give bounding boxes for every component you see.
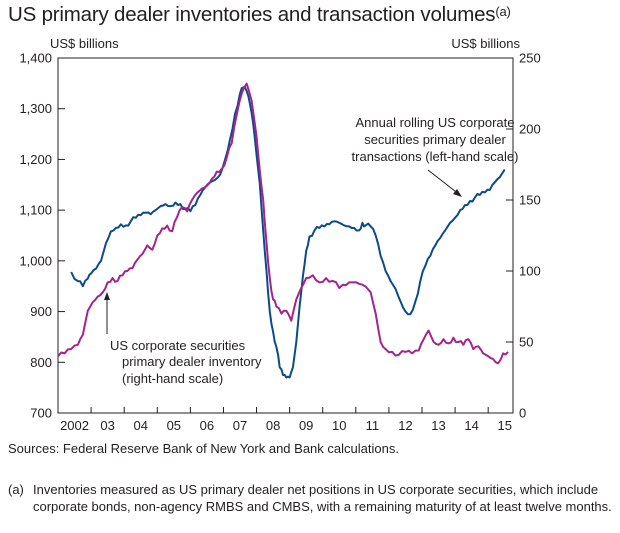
x-axis-tick-label: 14 bbox=[464, 418, 478, 433]
x-axis-tick-label: 15 bbox=[497, 418, 511, 433]
left-axis-tick-label: 900 bbox=[30, 304, 52, 319]
right-axis-tick-label: 100 bbox=[519, 264, 541, 279]
annotation-transactions: Annual rolling US corporate securities p… bbox=[352, 115, 519, 197]
left-axis-tick-label: 1,300 bbox=[19, 101, 52, 116]
annotation-inventory-line-2: primary dealer inventory bbox=[122, 354, 262, 369]
footnote-text: Inventories measured as US primary deale… bbox=[33, 482, 612, 514]
annotation-transactions-arrow bbox=[427, 169, 461, 196]
annotation-transactions-arrowhead bbox=[453, 189, 462, 197]
annotation-inventory-line-3: (right-hand scale) bbox=[122, 371, 223, 386]
x-axis-tick-label: 10 bbox=[332, 418, 346, 433]
series-transactions-line bbox=[70, 86, 506, 379]
x-axis-tick-label: 09 bbox=[299, 418, 313, 433]
left-axis-unit-label: US$ billions bbox=[50, 36, 119, 51]
left-axis-tick-label: 800 bbox=[30, 355, 52, 370]
x-axis-tick-label: 12 bbox=[398, 418, 412, 433]
x-axis-tick-label: 03 bbox=[100, 418, 114, 433]
annotation-inventory: US corporate securities primary dealer i… bbox=[104, 292, 262, 386]
annotation-inventory-line-1: US corporate securities bbox=[110, 338, 246, 353]
series-inventory-line bbox=[57, 82, 509, 365]
right-axis-unit-label: US$ billions bbox=[451, 36, 520, 51]
chart-title: US primary dealer inventories and transa… bbox=[8, 3, 511, 27]
title-footnote-mark: (a) bbox=[495, 4, 511, 19]
sources-note: Sources: Federal Reserve Bank of New Yor… bbox=[8, 441, 399, 456]
annotation-transactions-line-1: Annual rolling US corporate bbox=[356, 115, 515, 130]
annotation-transactions-line-3: transactions (left-hand scale) bbox=[352, 149, 519, 164]
x-axis-tick-label: 07 bbox=[233, 418, 247, 433]
right-axis-tick-label: 250 bbox=[519, 51, 541, 66]
footnote: (a) Inventories measured as US primary d… bbox=[8, 481, 612, 515]
left-axis-tick-label: 700 bbox=[30, 406, 52, 421]
right-axis-tick-label: 200 bbox=[519, 122, 541, 137]
x-axis-tick-label: 08 bbox=[266, 418, 280, 433]
annotation-transactions-line-2: securities primary dealer bbox=[364, 132, 506, 147]
left-axis-tick-label: 1,000 bbox=[19, 253, 52, 268]
x-axis-tick-label: 11 bbox=[366, 418, 380, 433]
footnote-mark: (a) bbox=[8, 482, 24, 497]
right-axis-tick-label: 150 bbox=[519, 193, 541, 208]
right-axis-tick-label: 0 bbox=[519, 406, 526, 421]
plot-frame bbox=[57, 57, 514, 414]
x-axis-tick-label: 13 bbox=[431, 418, 445, 433]
left-axis-tick-label: 1,400 bbox=[19, 51, 52, 66]
left-axis-tick-label: 1,200 bbox=[19, 152, 52, 167]
series-layer bbox=[57, 82, 509, 379]
x-axis-tick-label: 06 bbox=[200, 418, 214, 433]
right-axis-tick-label: 50 bbox=[519, 335, 533, 350]
x-axis-tick-labels: 2002 03 04 05 06 07 08 09 10 11 12 13 14 15 bbox=[60, 418, 512, 433]
left-axis-tick-label: 1,100 bbox=[19, 203, 52, 218]
right-axis-tick-labels: 0 50 100 150 200 250 bbox=[519, 51, 541, 421]
left-axis-tick-labels: 700 800 900 1,000 1,100 1,200 1,300 1,400 bbox=[19, 51, 52, 421]
x-axis-tick-label: 04 bbox=[133, 418, 147, 433]
x-axis-tick-label: 05 bbox=[167, 418, 181, 433]
annotation-inventory-arrowhead bbox=[104, 292, 110, 300]
x-axis-tick-label: 2002 bbox=[60, 418, 89, 433]
chart-title-text: US primary dealer inventories and transa… bbox=[8, 3, 496, 26]
